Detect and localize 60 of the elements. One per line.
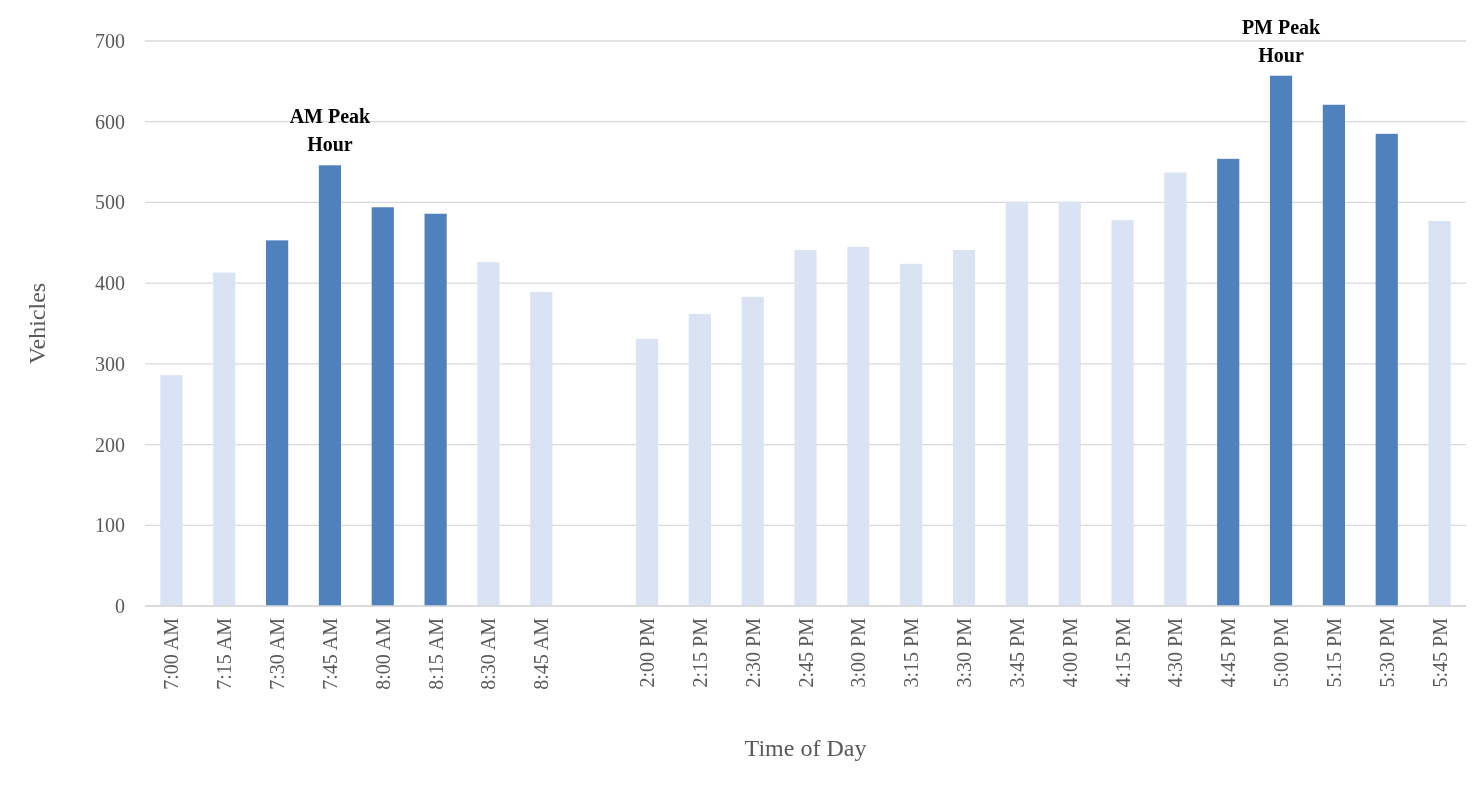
y-tick-label: 700 [95,30,125,52]
x-axis-title: Time of Day [744,735,867,761]
y-tick-label: 300 [95,352,125,375]
x-tick-label: 8:15 AM [424,617,447,690]
bar [1375,133,1398,606]
bar [213,272,236,606]
bar [1058,201,1081,606]
y-tick-label: 500 [95,191,125,214]
x-tick-label: 8:30 AM [477,617,500,690]
bar [1322,104,1345,606]
x-tick-label: 5:15 PM [1322,617,1345,688]
y-tick-label: 400 [95,272,125,295]
bar [900,263,923,606]
x-tick-label: 8:45 AM [530,617,553,690]
bar [1217,158,1240,606]
x-tick-label: 4:00 PM [1058,617,1081,688]
x-tick-label: 7:15 AM [213,617,236,690]
y-tick-label: 600 [95,110,125,133]
bar [1111,220,1134,606]
y-tick-label: 0 [115,595,125,617]
bar [952,250,976,606]
bar [1005,201,1028,606]
x-tick-label: 3:30 PM [953,617,976,688]
x-tick-label: 4:45 PM [1217,617,1240,688]
x-tick-label: 5:30 PM [1375,617,1398,688]
bar [688,313,711,606]
x-tick-label: 5:00 PM [1270,617,1293,688]
bar [1428,220,1451,606]
bar [1269,75,1293,606]
x-tick-label: 7:00 AM [160,617,183,690]
bar [635,338,659,606]
bar [424,213,447,606]
bar [160,375,183,606]
bar [266,240,289,606]
y-axis-title: Vehicles [24,282,50,365]
x-tick-label: 2:00 PM [635,617,658,688]
x-tick-label: 3:00 PM [847,617,870,688]
y-tick-label: 100 [95,514,125,537]
bar [371,207,394,606]
x-tick-label: 8:00 AM [371,617,394,690]
annotation: AM Peak Hour [289,105,372,156]
bar [794,250,817,606]
x-tick-label: 7:45 AM [318,617,341,690]
bar [741,296,764,606]
x-tick-label: 4:30 PM [1164,617,1187,688]
bar [477,262,500,606]
x-tick-label: 2:30 PM [741,617,764,688]
bar [530,292,553,606]
y-tick-label: 200 [95,433,125,456]
annotation: PM Peak Hour [1241,15,1322,66]
x-tick-label: 5:45 PM [1428,617,1451,688]
x-tick-label: 7:30 AM [266,617,289,690]
bar [1164,172,1187,606]
x-tick-label: 4:15 PM [1111,617,1134,688]
bar [318,165,342,606]
x-tick-label: 2:15 PM [688,617,711,688]
x-tick-label: 3:15 PM [900,617,923,688]
bar [847,246,870,606]
x-tick-label: 2:45 PM [794,617,817,688]
x-tick-label: 3:45 PM [1005,617,1028,688]
